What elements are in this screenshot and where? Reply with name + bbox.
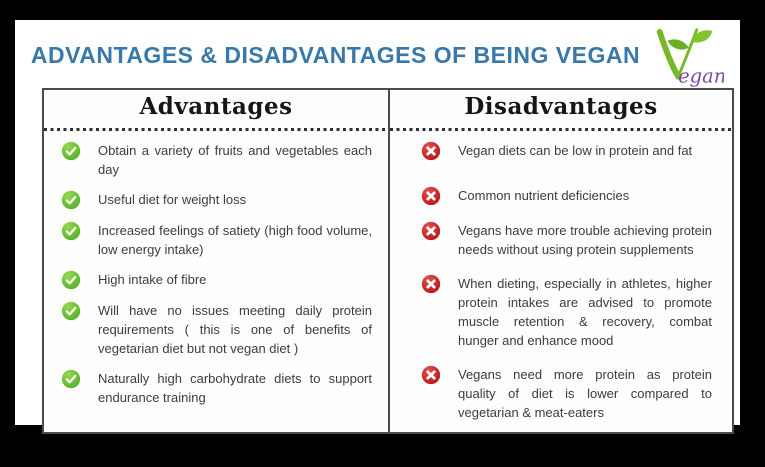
cross-icon	[421, 221, 441, 241]
disadvantage-list-item: Vegans need more protein as protein qual…	[421, 365, 712, 422]
disadvantage-list-item: Vegans have more trouble achieving prote…	[421, 221, 712, 259]
disadvantage-text: When dieting, especially in athletes, hi…	[458, 276, 712, 348]
advantage-text: Obtain a variety of fruits and vegetable…	[98, 143, 372, 177]
logo-script-text: egan	[678, 65, 724, 88]
vegan-logo: egan	[646, 26, 726, 88]
disadvantages-column: Disadvantages Vegan diets can be low in …	[388, 90, 732, 432]
content-canvas: ADVANTAGES & DISADVANTAGES OF BEING VEGA…	[15, 20, 740, 434]
check-icon	[61, 301, 81, 321]
advantage-text: Will have no issues meeting daily protei…	[98, 303, 372, 356]
advantage-text: Naturally high carbohydrate diets to sup…	[98, 371, 372, 405]
disadvantage-text: Common nutrient deficiencies	[458, 188, 630, 203]
advantage-list-item: Increased feelings of satiety (high food…	[61, 221, 372, 259]
cross-icon	[421, 365, 441, 385]
disadvantage-text: Vegans have more trouble achieving prote…	[458, 223, 712, 257]
disadvantage-text: Vegans need more protein as protein qual…	[458, 367, 712, 420]
disadvantages-header: Disadvantages	[464, 93, 658, 120]
disadvantages-list: Vegan diets can be low in protein and fa…	[390, 141, 732, 422]
disadvantages-header-dotted-rule	[390, 128, 732, 131]
disadvantage-list-item: When dieting, especially in athletes, hi…	[421, 274, 712, 350]
advantage-list-item: Useful diet for weight loss	[61, 190, 372, 210]
disadvantage-list-item: Vegan diets can be low in protein and fa…	[421, 141, 712, 161]
advantages-header: Advantages	[139, 93, 293, 120]
title-bar: ADVANTAGES & DISADVANTAGES OF BEING VEGA…	[15, 26, 740, 88]
advantage-list-item: High intake of fibre	[61, 270, 372, 290]
check-icon	[61, 270, 81, 290]
logo-v-stroke	[656, 28, 682, 80]
cross-icon	[421, 274, 441, 294]
advantage-text: Increased feelings of satiety (high food…	[98, 223, 372, 257]
disadvantage-list-item: Common nutrient deficiencies	[421, 186, 712, 206]
pros-cons-table: Advantages Obtain a variety of fruits an…	[42, 88, 734, 434]
check-icon	[61, 369, 81, 389]
cross-icon	[421, 186, 441, 206]
check-icon	[61, 221, 81, 241]
advantage-list-item: Obtain a variety of fruits and vegetable…	[61, 141, 372, 179]
page-title: ADVANTAGES & DISADVANTAGES OF BEING VEGA…	[30, 42, 641, 68]
logo-stem	[676, 28, 699, 79]
logo-leaf-right	[690, 30, 713, 43]
advantages-list: Obtain a variety of fruits and vegetable…	[44, 141, 388, 407]
disadvantage-text: Vegan diets can be low in protein and fa…	[458, 143, 693, 158]
advantages-header-dotted-rule	[44, 128, 388, 131]
advantage-list-item: Naturally high carbohydrate diets to sup…	[61, 369, 372, 407]
check-icon	[61, 190, 81, 210]
advantages-column: Advantages Obtain a variety of fruits an…	[44, 90, 388, 432]
cross-icon	[421, 141, 441, 161]
check-icon	[61, 141, 81, 161]
advantage-list-item: Will have no issues meeting daily protei…	[61, 301, 372, 358]
advantage-text: High intake of fibre	[98, 272, 207, 287]
advantage-text: Useful diet for weight loss	[98, 192, 247, 207]
logo-leaf-left	[667, 39, 689, 50]
